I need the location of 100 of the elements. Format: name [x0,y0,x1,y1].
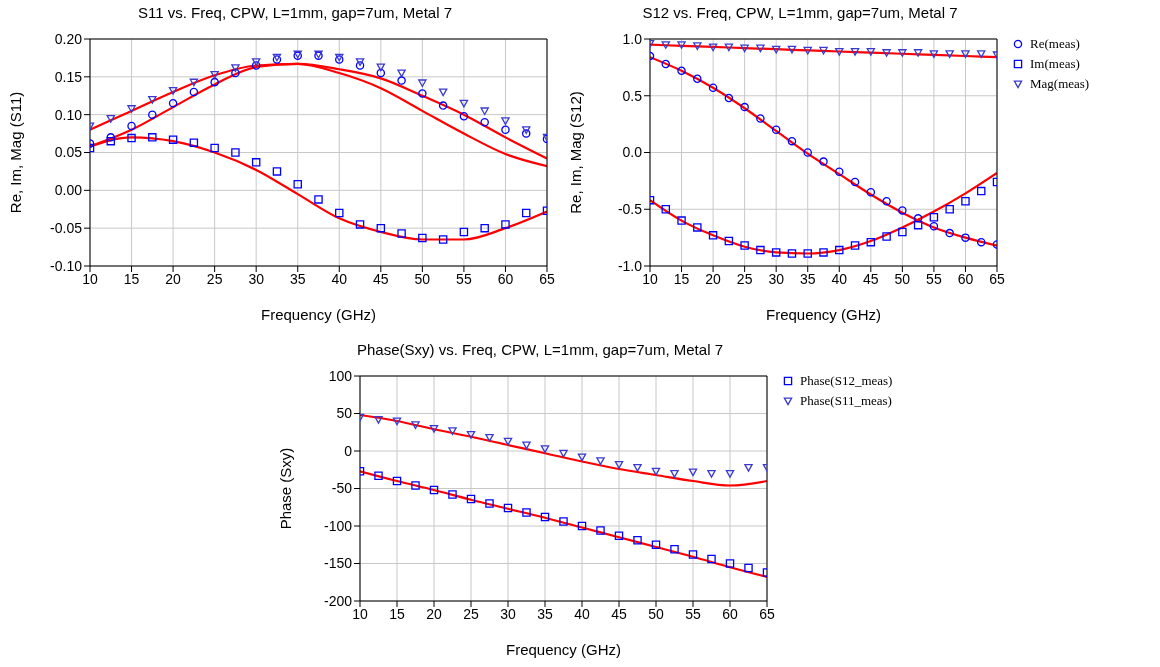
point [976,50,986,58]
point [724,43,734,52]
legend-label: Mag(meas) [1030,76,1090,92]
point [210,71,219,79]
point [693,74,702,83]
y-tick-label: -200 [323,592,353,609]
point [106,136,116,146]
point [688,550,698,559]
point [596,526,605,535]
point [127,105,136,113]
x-tick-label: 40 [574,605,590,622]
point [293,180,302,189]
point [976,237,986,247]
point [210,143,219,153]
point [272,167,282,176]
point [522,508,531,517]
x-tick-label: 15 [389,605,405,622]
point [725,469,735,478]
point [540,445,550,453]
point [392,476,402,486]
point [913,49,923,57]
point [231,64,240,72]
point [945,228,954,238]
point [740,44,749,53]
point [374,471,383,480]
point [466,494,476,504]
y-tick-label: -100 [323,517,353,534]
point [501,117,510,125]
point [787,249,797,258]
point [771,125,781,135]
x-tick-label: 10 [642,270,658,287]
point [661,41,671,49]
point [835,47,844,56]
point [677,66,686,76]
x-tick-label: 60 [722,605,738,622]
point [898,227,907,237]
point [850,241,860,250]
point [929,50,939,58]
point [376,63,386,72]
point [929,222,939,231]
point [803,46,812,55]
point [819,248,828,257]
point [418,79,427,88]
point [677,41,686,49]
point [787,136,797,146]
point [418,89,427,98]
point [670,469,679,478]
point [633,463,642,472]
point [459,99,469,108]
point [614,460,624,469]
chart-title: S11 vs. Freq, CPW, L=1mm, gap=7um, Metal 7 [137,3,453,23]
point [559,517,568,526]
point [189,138,199,147]
y-tick-label: -0.05 [50,220,83,237]
y-axis-title: Re, Im, Mag (S12) [567,91,585,214]
point [459,111,469,121]
x-tick-label: 40 [331,270,348,287]
x-axis-title: Frequency (GHz) [765,306,882,323]
point [882,197,891,206]
point [961,233,970,242]
point [540,512,550,522]
point [661,205,671,214]
point [355,58,365,66]
line-series [360,413,767,487]
x-tick-label: 35 [289,270,306,287]
point [724,236,734,246]
x-tick-label: 65 [989,270,1005,287]
y-tick-label: 0.15 [54,68,83,85]
x-tick-label: 30 [248,270,265,287]
point [756,114,765,123]
x-tick-label: 60 [497,270,514,287]
point [480,223,489,233]
point [480,117,489,127]
point [189,87,199,97]
point [708,231,718,240]
point [708,83,718,93]
x-axis-title: Frequency (GHz) [505,641,622,658]
point [411,421,420,429]
point [577,521,587,531]
point [693,223,702,232]
point [693,42,702,51]
point [374,415,383,424]
x-tick-label: 10 [82,270,98,287]
point [501,220,510,229]
x-axis-title: Frequency (GHz) [260,306,377,323]
x-tick-label: 25 [206,270,223,287]
x-tick-label: 55 [685,605,701,622]
point [771,45,781,54]
point [670,545,679,554]
point [707,554,716,564]
point [106,114,116,123]
x-tick-label: 10 [352,605,368,622]
point [251,58,261,66]
point [724,93,734,103]
legend-label: Im(meas) [1030,56,1080,72]
point [480,107,489,116]
x-tick-label: 20 [426,605,442,622]
point [376,68,386,78]
point [756,44,765,53]
point [429,424,439,433]
